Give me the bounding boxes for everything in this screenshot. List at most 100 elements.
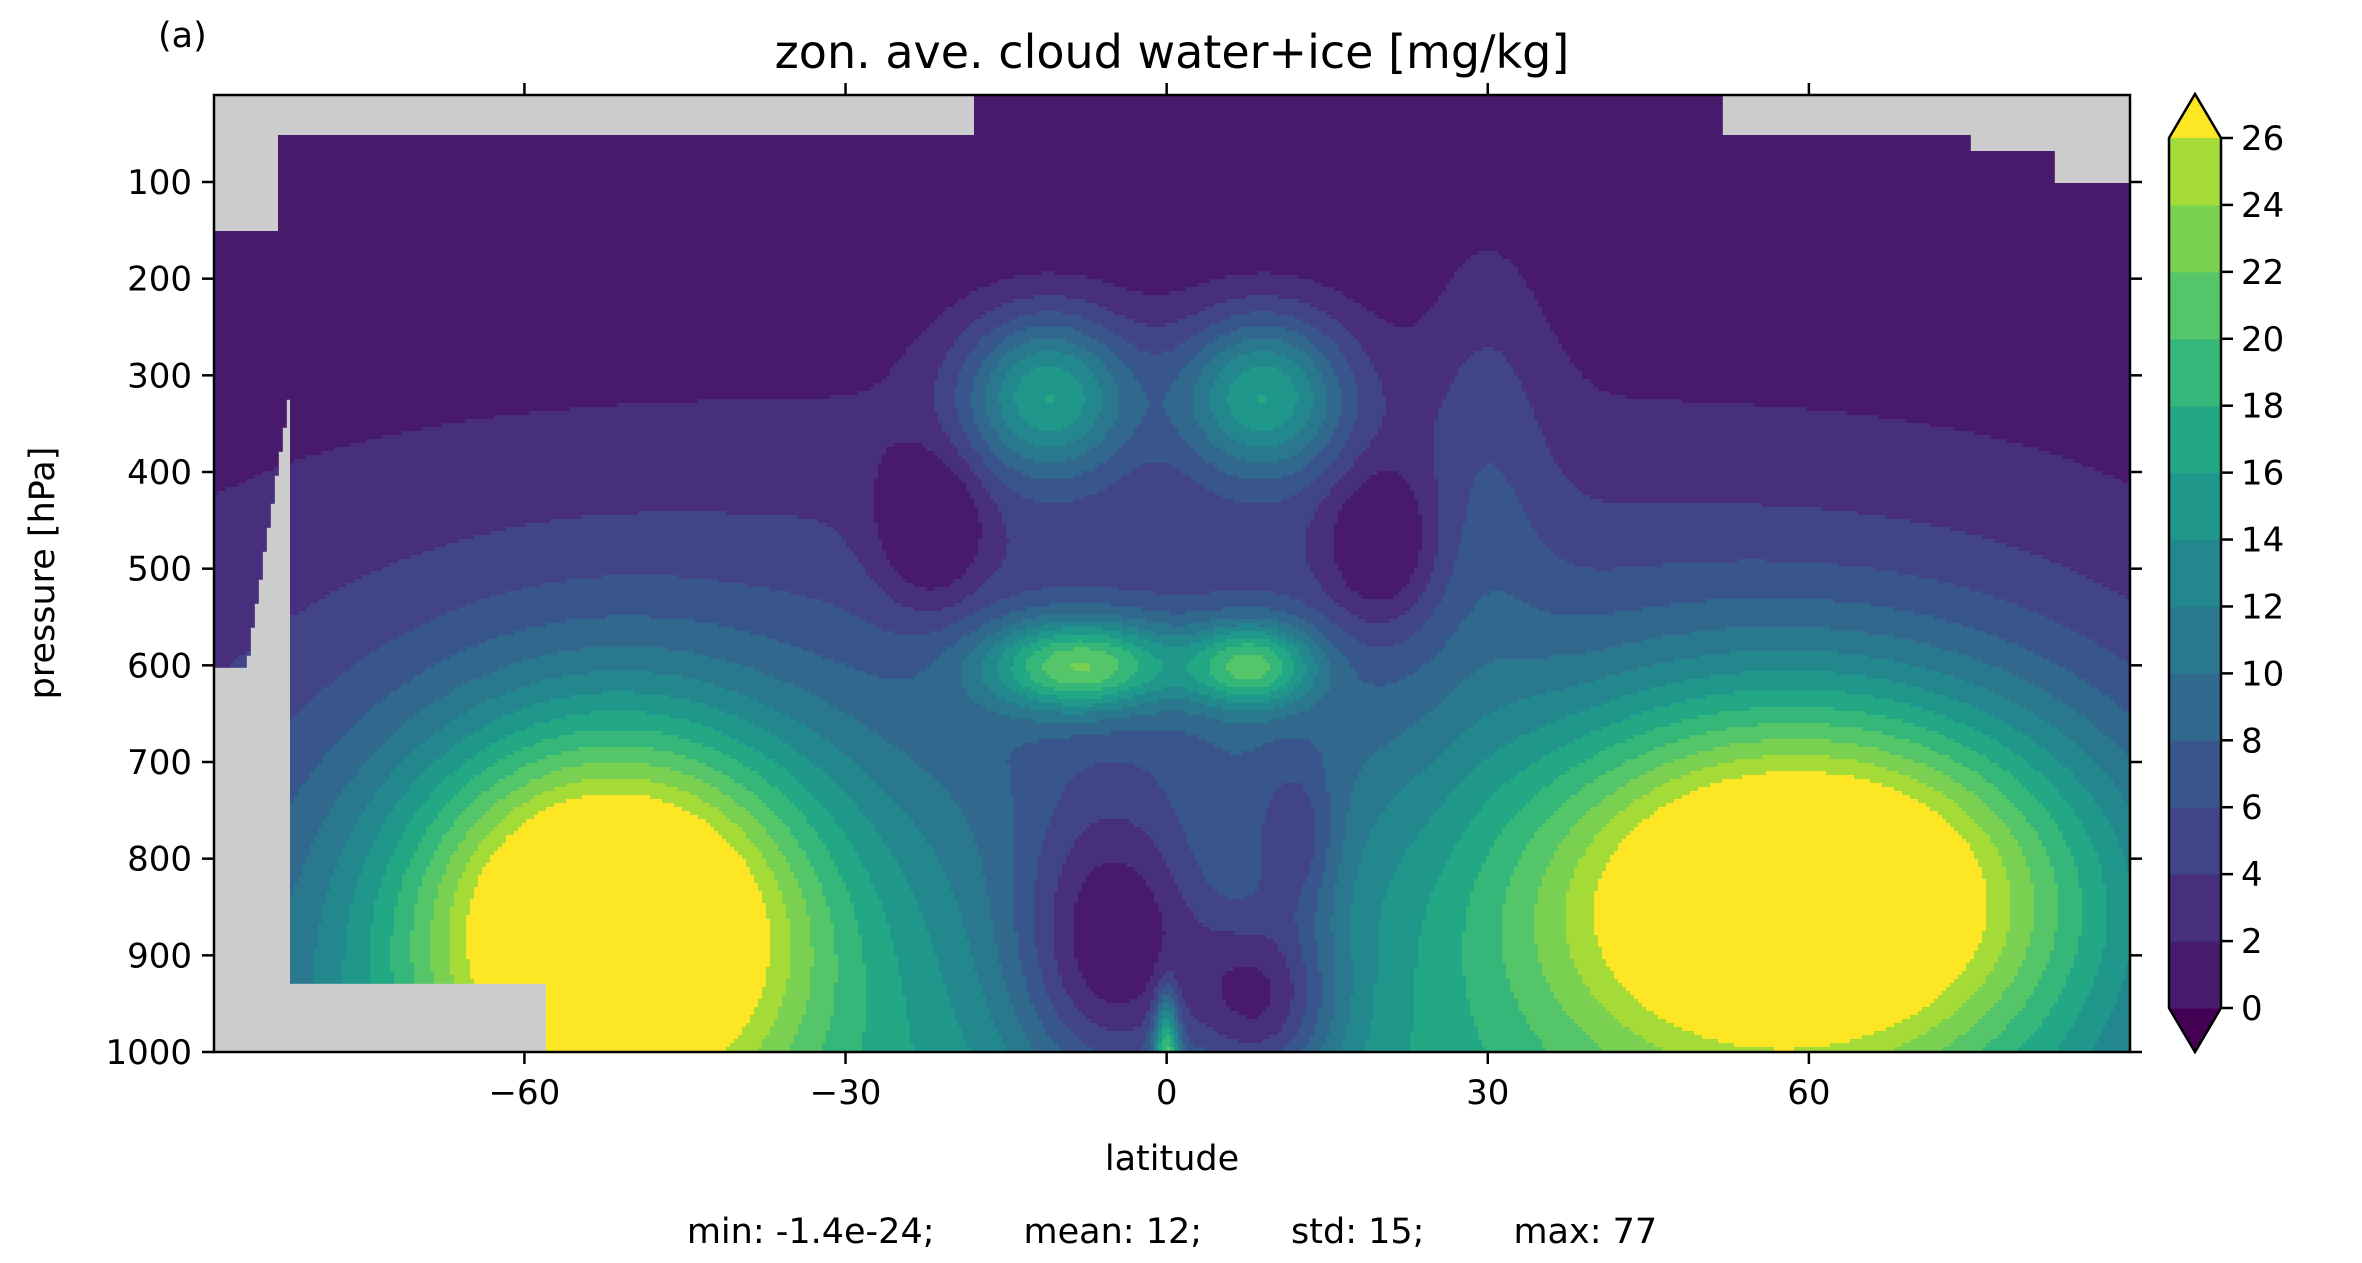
contour-band <box>2102 811 2130 816</box>
contour-band <box>766 911 787 916</box>
contour-band <box>1334 983 1355 988</box>
contour-band <box>1358 487 1411 492</box>
contour-band <box>1418 507 1439 512</box>
contour-band <box>322 907 351 912</box>
contour-band <box>2114 651 2130 656</box>
contour-band <box>2094 843 2119 848</box>
contour-band <box>2062 831 2087 836</box>
contour-band <box>1378 427 1435 432</box>
contour-band <box>2022 959 2051 964</box>
contour-band <box>2082 895 2107 900</box>
contour-band <box>1530 523 1931 528</box>
contour-band <box>1050 655 1115 660</box>
contour-band <box>834 743 895 748</box>
contour-band <box>1434 759 1483 764</box>
contour-band <box>986 891 1015 896</box>
contour-band <box>1138 663 1163 668</box>
contour-band <box>1906 419 2130 424</box>
contour-band <box>1054 931 1075 936</box>
contour-band <box>290 695 315 700</box>
contour-band <box>1338 623 1423 628</box>
contour-band <box>410 951 431 956</box>
contour-band <box>994 451 1019 456</box>
contour-band <box>1978 771 2011 776</box>
contour-band <box>454 771 483 776</box>
contour-band <box>466 935 771 940</box>
contour-band <box>822 883 847 888</box>
contour-band <box>1982 871 2007 876</box>
contour-band <box>1986 711 2035 716</box>
contour-band <box>1018 955 1039 960</box>
contour-band <box>782 679 963 684</box>
contour-band <box>1210 403 1231 408</box>
contour-band <box>834 927 859 932</box>
contour-band <box>1154 655 1195 660</box>
contour-band <box>1950 775 1983 780</box>
contour-band <box>1358 867 1399 872</box>
contour-band <box>1306 547 1335 552</box>
contour-band <box>1362 847 1407 852</box>
contour-band <box>2098 687 2130 692</box>
contour-band <box>1446 583 1955 588</box>
contour-band <box>1354 371 1379 376</box>
contour-band <box>1094 867 1135 872</box>
contour-band <box>1170 983 1179 988</box>
contour-band <box>822 599 895 604</box>
contour-band <box>1314 435 1331 440</box>
contour-band <box>1246 443 1279 448</box>
contour-band <box>474 895 763 900</box>
contour-band <box>214 291 971 296</box>
contour-band <box>1322 611 1351 616</box>
contour-band <box>294 891 327 896</box>
contour-band <box>1278 675 1291 680</box>
contour-band <box>2082 747 2123 752</box>
contour-band <box>318 927 347 932</box>
contour-band <box>214 451 279 456</box>
contour-band <box>1294 659 1303 664</box>
contour-band <box>1034 367 1063 372</box>
contour-band <box>398 635 499 640</box>
contour-band <box>1290 675 1303 680</box>
contour-band <box>870 871 903 876</box>
contour-band <box>802 847 827 852</box>
contour-band <box>290 919 323 924</box>
contour-band <box>986 311 1039 316</box>
contour-band <box>346 939 371 944</box>
contour-band <box>1334 459 1355 464</box>
contour-band <box>2010 919 2035 924</box>
contour-band <box>722 811 751 816</box>
contour-band <box>782 739 831 744</box>
contour-band <box>214 487 227 492</box>
contour-band <box>1058 959 1079 964</box>
contour-band <box>882 459 943 464</box>
contour-band <box>1230 407 1295 412</box>
contour-band <box>302 867 335 872</box>
contour-band <box>1358 871 1395 876</box>
contour-band <box>1306 555 1335 560</box>
contour-band <box>1138 347 1175 352</box>
contour-band <box>774 839 799 844</box>
contour-band <box>1422 627 1459 632</box>
contour-band <box>1438 539 1463 544</box>
contour-band <box>834 659 935 664</box>
contour-band <box>1602 951 1975 956</box>
contour-band <box>890 563 971 568</box>
contour-band <box>1002 303 1099 308</box>
contour-band <box>1462 263 1515 268</box>
contour-band <box>1530 399 1683 404</box>
contour-band <box>378 747 415 752</box>
contour-band <box>1210 391 1231 396</box>
contour-band <box>934 451 959 456</box>
contour-band <box>966 819 1015 824</box>
contour-band <box>1610 819 1643 824</box>
contour-band <box>1762 739 1831 744</box>
contour-band <box>738 739 783 744</box>
contour-fill <box>214 95 2130 1052</box>
contour-band <box>478 795 507 800</box>
contour-band <box>214 463 279 468</box>
contour-band <box>2098 971 2127 976</box>
contour-band <box>1614 815 1651 820</box>
contour-band <box>1022 455 1079 460</box>
contour-band <box>1538 759 1587 764</box>
contour-band <box>2122 707 2130 712</box>
